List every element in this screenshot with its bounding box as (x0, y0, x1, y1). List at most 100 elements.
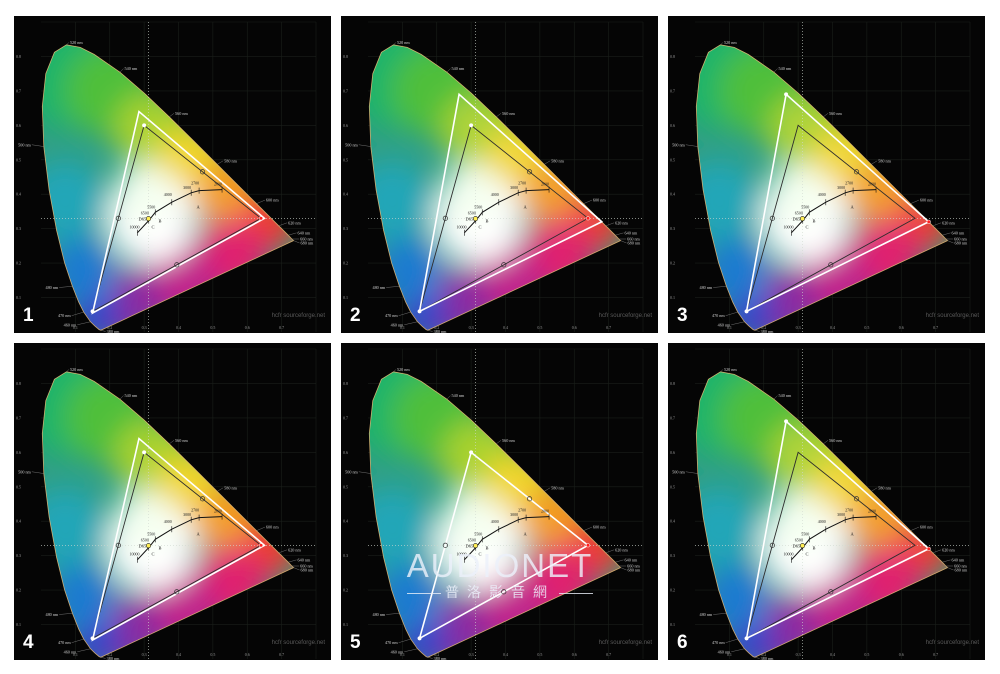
y-tick-label: 0.4 (670, 519, 675, 524)
wavelength-leader (386, 613, 400, 615)
illuminant-label: C (478, 225, 481, 230)
y-tick-label: 0.5 (670, 484, 675, 489)
wavelength-label: 460 nm (718, 322, 731, 327)
cct-label: 2700 (845, 181, 853, 186)
y-tick-label: 0.6 (670, 123, 675, 128)
primary-red-point (258, 543, 264, 548)
wavelength-label: 500 nm (18, 469, 31, 474)
wavelength-leader (605, 222, 615, 226)
wavelength-label: 470 nm (58, 640, 71, 645)
x-tick-label: 0.5 (210, 325, 215, 330)
secondary-point (769, 542, 775, 548)
wavelength-label: 640 nm (625, 557, 638, 562)
wavelength-label: 580 nm (224, 158, 237, 163)
cct-label: 4000 (491, 519, 499, 524)
cct-label: 2000 (541, 182, 549, 187)
wavelength-label: 380 nm (761, 656, 774, 660)
wavelength-leader (217, 487, 224, 492)
primary-red-point (258, 216, 264, 221)
x-tick-label: 0.5 (864, 652, 869, 657)
wavelength-label: 500 nm (345, 142, 358, 147)
secondary-point (200, 169, 206, 175)
measured-gamut-triangle (745, 92, 931, 313)
wavelength-leader (823, 113, 829, 118)
cct-label: 2000 (868, 509, 876, 514)
wavelength-label: 460 nm (391, 649, 404, 654)
wavelength-leader (427, 330, 433, 332)
wavelength-label: 500 nm (345, 469, 358, 474)
wavelength-leader (713, 613, 727, 615)
wavelength-leader (731, 648, 745, 652)
wavelength-label: 500 nm (672, 142, 685, 147)
illuminant-label: C (478, 552, 481, 557)
measured-gamut-triangle (418, 92, 604, 313)
illuminant-label: B (158, 546, 161, 551)
cct-label: 5500 (801, 204, 809, 209)
cct-label: 4000 (164, 519, 172, 524)
wavelength-label: 620 nm (615, 220, 628, 225)
source-credit: hcfr sourceforge.net (271, 313, 325, 319)
x-tick-label: 0.6 (572, 325, 577, 330)
primary-red-point (585, 216, 591, 221)
wavelength-label: 480 nm (45, 285, 58, 290)
y-tick-label: 0.7 (670, 415, 675, 420)
y-tick-label: 0.2 (343, 588, 348, 593)
y-tick-label: 0.3 (670, 553, 675, 558)
spectral-locus-outline (41, 371, 295, 658)
x-tick-label: 0.5 (210, 652, 215, 657)
wavelength-label: 580 nm (551, 158, 564, 163)
secondary-point (115, 215, 121, 221)
wavelength-leader (620, 240, 627, 244)
y-tick-label: 0.4 (670, 192, 675, 197)
primary-green-point (142, 123, 147, 128)
x-tick-label: 0.7 (606, 652, 611, 657)
x-tick-label: 0.6 (572, 652, 577, 657)
y-tick-label: 0.6 (343, 123, 348, 128)
wavelength-label: 620 nm (288, 547, 301, 552)
wavelength-label: 600 nm (593, 525, 606, 530)
wavelength-leader (293, 240, 300, 244)
wavelength-label: 560 nm (502, 438, 515, 443)
wavelength-label: 540 nm (779, 66, 792, 71)
y-tick-label: 0.7 (343, 88, 348, 93)
wavelength-label: 540 nm (779, 393, 792, 398)
wavelength-leader (71, 638, 84, 643)
source-credit: hcfr sourceforge.net (925, 640, 979, 646)
wavelength-label: 680 nm (628, 568, 641, 573)
x-tick-label: 0.3 (142, 652, 147, 657)
illuminant-label: A (850, 205, 854, 210)
wavelength-leader (932, 549, 942, 553)
wavelength-label: 560 nm (829, 438, 842, 443)
x-tick-label: 0.5 (537, 652, 542, 657)
wavelength-leader (496, 113, 502, 118)
wavelength-label: 470 nm (712, 640, 725, 645)
wavelength-label: 640 nm (952, 230, 965, 235)
wavelength-label: 600 nm (920, 198, 933, 203)
x-tick-label: 0.4 (830, 325, 835, 330)
primary-green-point (469, 450, 474, 455)
cct-label: 5500 (147, 204, 155, 209)
wavelength-leader (31, 144, 44, 147)
wavelength-leader (358, 144, 371, 147)
cct-label: 10000 (783, 225, 793, 230)
x-tick-label: 0.6 (899, 325, 904, 330)
wavelength-label: 620 nm (942, 547, 955, 552)
wavelength-leader (119, 395, 124, 400)
secondary-point (115, 542, 121, 548)
illuminant-label: C (805, 225, 808, 230)
x-tick-label: 0.5 (864, 325, 869, 330)
wavelength-leader (256, 199, 266, 204)
wavelength-label: 620 nm (615, 547, 628, 552)
cct-label: 6500 (795, 538, 803, 543)
panel-number: 1 (23, 305, 34, 326)
primary-red-point (926, 219, 931, 224)
cct-label: 2700 (191, 508, 199, 513)
wavelength-label: 500 nm (672, 469, 685, 474)
wavelength-label: 640 nm (952, 557, 965, 562)
wavelength-leader (544, 160, 551, 165)
y-tick-label: 0.1 (670, 295, 675, 300)
wavelength-leader (100, 330, 106, 332)
x-tick-label: 0.2 (761, 325, 766, 330)
